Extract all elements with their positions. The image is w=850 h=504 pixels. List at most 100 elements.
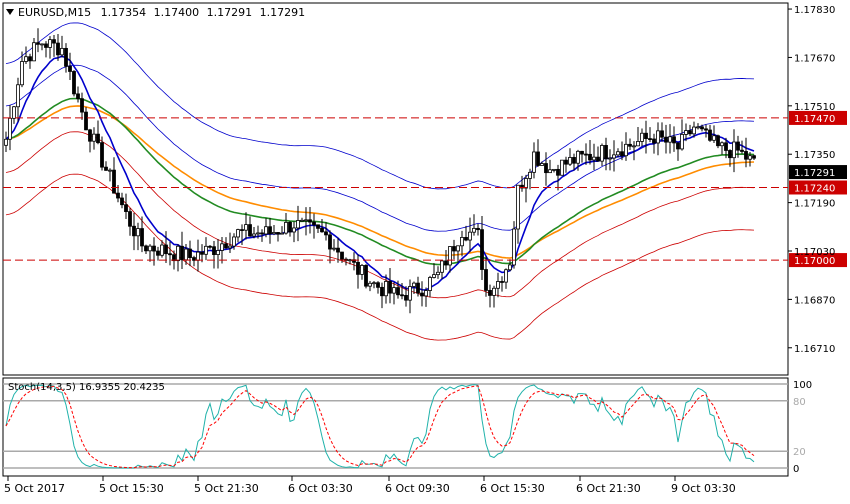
bear-candle-body: [628, 143, 632, 147]
candle: [404, 286, 408, 307]
bear-candle-body: [676, 142, 680, 150]
level-tag-label: 1.17240: [794, 183, 835, 194]
bull-candle-body: [284, 221, 288, 234]
stoch-label: Stoch(14,3,5) 16.9355 20.4235: [8, 382, 165, 393]
candle: [40, 43, 44, 51]
bear-candle-body: [324, 231, 328, 236]
candle: [284, 213, 288, 235]
bull-candle-body: [60, 47, 64, 56]
time-tick-label: 5 Oct 15:30: [99, 482, 164, 495]
bear-candle-body: [356, 261, 360, 275]
candle: [180, 231, 184, 269]
bear-candle-body: [80, 98, 84, 113]
collapse-arrow-icon[interactable]: [6, 9, 14, 15]
bear-candle-body: [100, 142, 104, 168]
candle: [656, 122, 660, 156]
bull-candle-body: [668, 136, 672, 143]
bear-candle-body: [128, 211, 132, 227]
bull-candle-body: [472, 227, 476, 233]
bull-candle-body: [684, 130, 688, 135]
bear-candle-body: [120, 197, 124, 206]
candle: [392, 282, 396, 305]
candle: [368, 281, 372, 292]
candle: [476, 223, 480, 236]
candle: [200, 244, 204, 263]
candle: [100, 136, 104, 171]
candle: [384, 274, 388, 304]
candle: [596, 146, 600, 162]
candle: [236, 228, 240, 243]
ma-blue-line: [5, 55, 755, 291]
candle: [220, 237, 224, 264]
bull-candle-body: [600, 145, 604, 162]
bear-candle-body: [544, 163, 548, 174]
bull-candle-body: [48, 39, 52, 48]
candle: [400, 282, 404, 300]
bear-candle-body: [56, 42, 60, 56]
candle: [496, 272, 500, 298]
candle: [580, 150, 584, 163]
bear-candle-body: [132, 225, 136, 237]
candle: [652, 133, 656, 154]
bull-candle-body: [592, 156, 596, 161]
bull-candle-body: [548, 169, 552, 174]
candle: [456, 245, 460, 263]
bear-candle-body: [584, 153, 588, 156]
candle: [228, 232, 232, 254]
candle: [376, 281, 380, 294]
bear-candle-body: [140, 228, 144, 247]
bull-candle-body: [428, 277, 432, 291]
candle: [304, 207, 308, 236]
bull-candle-body: [656, 130, 660, 144]
level-tag: [789, 110, 847, 125]
bull-candle-body: [732, 141, 736, 159]
bull-candle-body: [280, 232, 284, 235]
candle: [92, 127, 96, 150]
level-tag: [789, 180, 847, 195]
bear-candle-body: [400, 294, 404, 297]
candle: [168, 241, 172, 266]
candle: [240, 224, 244, 245]
bear-candle-body: [212, 246, 216, 255]
candle: [148, 244, 152, 262]
bear-candle-body: [364, 265, 368, 287]
bull-candle-body: [468, 231, 472, 241]
candle: [448, 246, 452, 273]
bull-candle-body: [236, 229, 240, 238]
candle: [640, 128, 644, 147]
bull-candle-body: [408, 286, 412, 301]
candle: [332, 239, 336, 252]
bull-candle-body: [432, 274, 436, 278]
bear-candle-body: [104, 166, 108, 171]
bull-candle-body: [720, 142, 724, 147]
bear-candle-body: [152, 245, 156, 252]
candle: [28, 53, 32, 69]
candle: [412, 281, 416, 295]
candle: [360, 264, 364, 280]
candle: [428, 275, 432, 298]
bear-candle-body: [572, 157, 576, 164]
bull-candle-body: [148, 245, 152, 252]
candle: [736, 135, 740, 158]
bull-candle-body: [184, 248, 188, 261]
time-tick-label: 6 Oct 09:30: [385, 482, 450, 495]
candle: [636, 127, 640, 147]
candle: [680, 119, 684, 151]
candle: [48, 36, 52, 59]
bear-candle-body: [116, 192, 120, 199]
price-tick-label: 1.16870: [794, 295, 835, 306]
bear-candle-body: [340, 251, 344, 260]
bull-candle-body: [532, 151, 536, 173]
candle: [444, 249, 448, 270]
candle: [164, 231, 168, 264]
bear-candle-body: [596, 156, 600, 162]
candle: [96, 120, 100, 145]
bear-candle-body: [488, 290, 492, 296]
candle: [300, 217, 304, 222]
candle: [524, 174, 528, 203]
stoch-level-label: 80: [793, 397, 806, 408]
chart-header: EURUSD,M15 1.17354 1.17400 1.17291 1.172…: [18, 6, 305, 19]
candle: [268, 217, 272, 244]
candle: [320, 219, 324, 233]
